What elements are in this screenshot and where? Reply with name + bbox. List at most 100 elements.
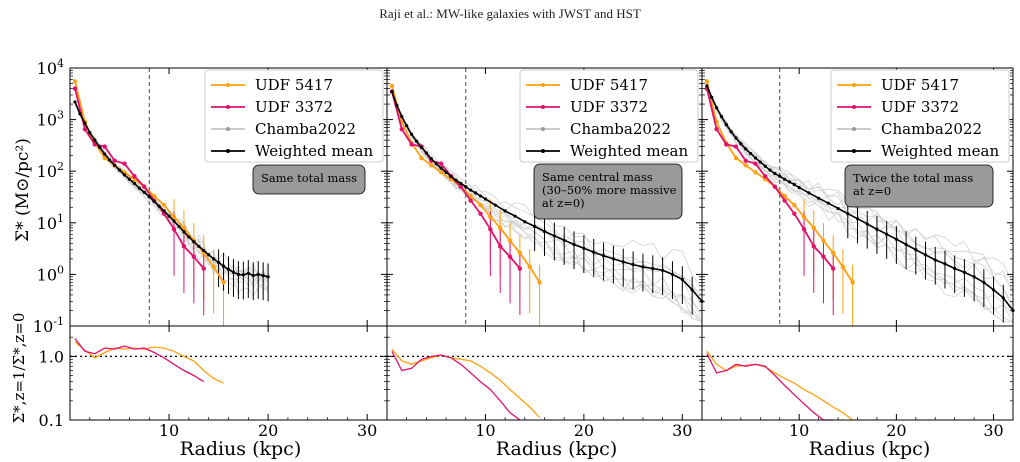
chamba2022-line (391, 90, 703, 288)
data-point (464, 185, 468, 189)
data-point (207, 253, 211, 257)
data-point (438, 161, 444, 166)
data-point (395, 103, 399, 107)
ratio-series-udf-5417 (391, 348, 541, 418)
data-point (498, 225, 503, 231)
data-point (748, 151, 753, 156)
data-point (792, 211, 797, 216)
legend-marker (541, 83, 545, 87)
legend-label: Chamba2022 (570, 120, 671, 138)
data-point (831, 250, 836, 256)
data-point (537, 280, 542, 285)
data-point (161, 202, 167, 208)
data-point (826, 201, 830, 205)
data-point (112, 163, 117, 167)
data-point (792, 182, 796, 187)
data-point (1001, 296, 1005, 300)
chamba2022-line (706, 84, 1014, 323)
ratio-axes-frame (386, 325, 703, 421)
data-point (542, 229, 547, 234)
ratio-series-udf-3372 (706, 353, 834, 421)
data-point (122, 161, 127, 166)
data-point (729, 130, 733, 134)
x-tick-label: 30 (357, 421, 377, 440)
data-point (390, 89, 394, 94)
legend-label: UDF 3372 (570, 98, 648, 116)
legend-label: Chamba2022 (881, 120, 982, 138)
legend-marker (541, 105, 545, 109)
panels: 10-1 100 101 102 103 104 UDF 5417 UDF 3372 Chamb… (33, 57, 1015, 460)
annotation: Same central mass(30–50% more massive at… (533, 163, 683, 220)
chamba2022-line (706, 87, 1014, 285)
data-point (875, 227, 879, 231)
data-point (409, 142, 414, 147)
x-tick-label: 30 (983, 421, 1003, 440)
data-point (778, 174, 782, 178)
data-point (817, 196, 821, 200)
data-point (251, 273, 255, 278)
annotation: Twice the total mass at z=0 (844, 164, 994, 208)
legend-marker (852, 149, 856, 153)
data-point (552, 234, 556, 238)
legend-marker (541, 149, 545, 153)
data-point (132, 181, 136, 186)
running-title: Raji et al.: MW-like galaxies with JWST … (379, 6, 641, 21)
legend-label: Weighted mean (881, 142, 999, 160)
data-point (142, 190, 146, 194)
chamba2022-line (706, 86, 1014, 323)
data-point (743, 163, 748, 168)
data-point (782, 193, 787, 199)
data-point (758, 160, 762, 164)
chamba2022-line (706, 83, 1014, 306)
data-point (112, 158, 117, 163)
data-point (137, 186, 141, 190)
data-point (733, 155, 739, 161)
data-point (152, 199, 156, 203)
data-point (923, 253, 928, 257)
data-point (478, 211, 483, 216)
data-point (523, 220, 527, 224)
data-point (601, 254, 606, 258)
data-point (157, 204, 161, 208)
data-point (797, 186, 801, 190)
data-point (582, 246, 586, 250)
data-point (972, 275, 976, 279)
data-point (527, 264, 532, 270)
data-point (241, 273, 245, 277)
data-point (904, 242, 908, 247)
data-point (724, 123, 728, 127)
legend-marker (852, 127, 856, 131)
ratio-series-udf-5417 (706, 350, 853, 421)
data-point (592, 250, 596, 254)
data-point (763, 164, 767, 168)
ratio-series-udf-3372 (74, 338, 205, 383)
legend-label: Weighted mean (255, 142, 373, 160)
data-point (399, 127, 404, 132)
x-tick-label: 20 (886, 421, 906, 440)
data-point (182, 230, 186, 234)
data-point (734, 136, 738, 140)
data-point (147, 195, 151, 199)
data-point (132, 174, 137, 179)
series-line (706, 81, 854, 283)
series-line (74, 101, 269, 278)
data-point (459, 181, 463, 186)
data-point (821, 254, 826, 259)
data-point (201, 266, 206, 271)
data-point (846, 212, 850, 216)
data-point (103, 152, 107, 156)
data-point (483, 197, 488, 201)
data-point (753, 161, 758, 166)
data-point (191, 254, 197, 259)
data-point (739, 142, 743, 146)
annotation-text: at z=0 (853, 184, 891, 198)
data-point (933, 258, 937, 262)
data-point (690, 288, 694, 292)
data-point (478, 194, 483, 198)
data-point (72, 79, 78, 84)
data-point (488, 227, 493, 232)
data-point (807, 191, 811, 195)
data-point (513, 214, 517, 218)
ratio-series-udf-5417 (74, 341, 224, 384)
data-point (197, 244, 201, 248)
